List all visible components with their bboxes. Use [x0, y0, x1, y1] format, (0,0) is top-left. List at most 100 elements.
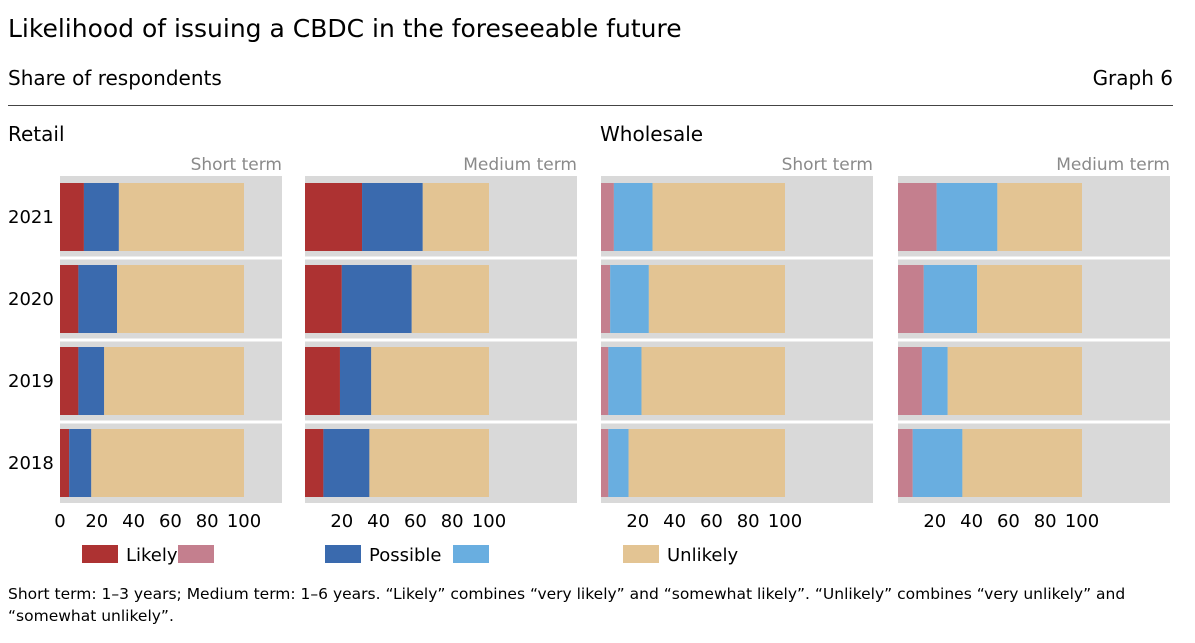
bar-segment [608, 429, 629, 497]
bar-segment [628, 429, 785, 497]
bar-segment [305, 429, 324, 497]
panel-label: Medium term [463, 155, 577, 175]
bar-segment [898, 347, 922, 415]
x-tick-label: 20 [626, 511, 649, 532]
panel-label: Medium term [1056, 155, 1170, 175]
bar-segment [91, 429, 244, 497]
x-tick-label: 40 [960, 511, 983, 532]
bar-segment [997, 183, 1082, 251]
header-divider [8, 105, 1173, 106]
bar-segment [947, 347, 1082, 415]
bar-segment [362, 183, 423, 251]
x-tick-label: 40 [122, 511, 145, 532]
chart-subtitle: Share of respondents [8, 66, 222, 90]
x-tick-label: 80 [196, 511, 219, 532]
row-separator [60, 420, 282, 424]
bar-segment [898, 183, 937, 251]
bar-segment [912, 429, 963, 497]
bar-segment [83, 183, 119, 251]
x-tick-label: 40 [367, 511, 390, 532]
x-tick-label: 100 [472, 511, 506, 532]
row-separator [305, 420, 577, 424]
bar-segment [608, 347, 642, 415]
bar-segment [69, 429, 92, 497]
x-tick-label: 20 [85, 511, 108, 532]
bar-segment [936, 183, 998, 251]
bar-segment [78, 347, 105, 415]
bar-segment [60, 265, 79, 333]
bar-segment [601, 347, 609, 415]
x-tick-label: 20 [330, 511, 353, 532]
bar-segment [898, 265, 924, 333]
bar-segment [60, 429, 70, 497]
x-tick-label: 60 [700, 511, 723, 532]
row-separator [60, 256, 282, 260]
section-title-retail: Retail [8, 122, 65, 146]
bar-segment [648, 265, 785, 333]
legend-label: Possible [369, 545, 441, 566]
bar-segment [369, 429, 489, 497]
graph-number: Graph 6 [1092, 66, 1173, 90]
y-category-label: 2018 [8, 453, 54, 474]
section-title-wholesale: Wholesale [600, 122, 704, 146]
panel-label: Short term [782, 155, 873, 175]
bar-segment [977, 265, 1082, 333]
bar-segment [411, 265, 489, 333]
y-category-label: 2020 [8, 289, 54, 310]
bar-segment [652, 183, 785, 251]
bar-segment [371, 347, 489, 415]
legend-swatch [325, 545, 361, 563]
row-separator [898, 256, 1170, 260]
legend-swatch [178, 545, 214, 563]
row-separator [601, 338, 873, 342]
bar-segment [305, 265, 342, 333]
bar-segment [104, 347, 244, 415]
row-separator [601, 420, 873, 424]
x-tick-label: 80 [737, 511, 760, 532]
bar-segment [305, 347, 340, 415]
legend-swatch [82, 545, 118, 563]
x-tick-label: 60 [404, 511, 427, 532]
bar-segment [305, 183, 363, 251]
chart-title: Likelihood of issuing a CBDC in the fore… [8, 14, 682, 43]
bar-segment [601, 429, 609, 497]
x-tick-label: 60 [997, 511, 1020, 532]
x-tick-label: 60 [159, 511, 182, 532]
bar-segment [613, 183, 653, 251]
x-tick-label: 100 [227, 511, 261, 532]
bar-segment [962, 429, 1082, 497]
bar-segment [339, 347, 372, 415]
x-tick-label: 80 [441, 511, 464, 532]
y-category-label: 2021 [8, 207, 54, 228]
row-separator [898, 420, 1170, 424]
bar-segment [60, 347, 79, 415]
bar-segment [60, 183, 84, 251]
row-separator [305, 256, 577, 260]
bar-segment [641, 347, 785, 415]
bar-segment [118, 183, 244, 251]
footnote: Short term: 1–3 years; Medium term: 1–6 … [8, 585, 1126, 625]
row-separator [305, 338, 577, 342]
x-tick-label: 40 [663, 511, 686, 532]
x-tick-label: 20 [923, 511, 946, 532]
bar-segment [898, 429, 913, 497]
legend-label: Unlikely [667, 545, 738, 566]
bar-segment [921, 347, 948, 415]
bar-segment [601, 183, 614, 251]
bar-segment [610, 265, 649, 333]
x-tick-label: 80 [1034, 511, 1057, 532]
row-separator [60, 338, 282, 342]
bar-segment [117, 265, 244, 333]
y-category-label: 2019 [8, 371, 54, 392]
bar-segment [422, 183, 489, 251]
panel-label: Short term [191, 155, 282, 175]
x-tick-label: 100 [768, 511, 802, 532]
legend-label: Likely [126, 545, 178, 566]
legend-swatch [453, 545, 489, 563]
bar-segment [923, 265, 978, 333]
x-tick-label: 0 [54, 511, 65, 532]
bar-segment [323, 429, 370, 497]
x-tick-label: 100 [1065, 511, 1099, 532]
row-separator [898, 338, 1170, 342]
